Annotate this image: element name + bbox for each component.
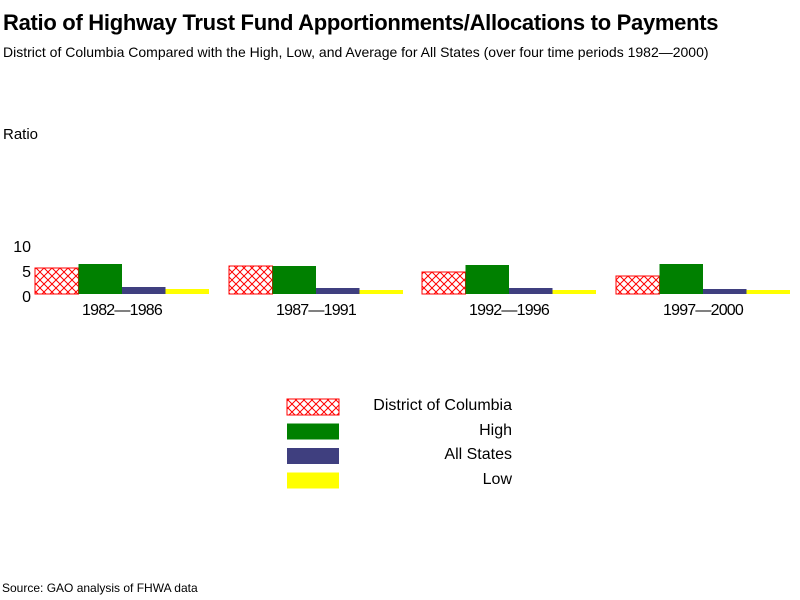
legend-label: District of Columbia [373, 397, 512, 414]
legend-swatch-low [287, 472, 339, 489]
source-note: Source: GAO analysis of FHWA data [2, 581, 198, 595]
y-tick-label: 5 [22, 264, 31, 281]
bar-high [465, 265, 509, 294]
x-tick-label: 1997—2000 [663, 302, 744, 319]
bar-high [78, 264, 122, 294]
bar-district-of-columbia [228, 265, 273, 295]
x-tick-label: 1982—1986 [82, 302, 163, 319]
bar-low [746, 290, 790, 294]
bar-district-of-columbia [421, 271, 466, 295]
legend-swatch-all-states [287, 448, 339, 464]
bar-low [165, 289, 209, 294]
legend-label: All States [444, 446, 512, 463]
bar-high [272, 266, 316, 294]
x-tick-label: 1987—1991 [276, 302, 357, 319]
y-tick-label: 10 [13, 239, 31, 256]
chart-title: Ratio of Highway Trust Fund Apportionmen… [3, 10, 719, 35]
chart-subtitle: District of Columbia Compared with the H… [3, 44, 709, 60]
x-tick-label: 1992—1996 [469, 302, 550, 319]
bar-all-states [316, 288, 360, 294]
legend-label: Low [482, 470, 512, 488]
y-axis-label: Ratio [3, 126, 39, 143]
bar-low [552, 290, 596, 294]
legend-label: High [479, 421, 512, 439]
bar-all-states [122, 287, 166, 294]
bar-district-of-columbia [615, 275, 660, 295]
y-tick-label: 0 [22, 289, 31, 306]
bar-all-states [509, 288, 553, 294]
bar-low [359, 290, 403, 294]
bar-district-of-columbia [34, 267, 79, 295]
bar-high [659, 264, 703, 294]
legend-swatch-high [287, 423, 339, 440]
bar-all-states [703, 289, 747, 294]
legend-swatch-district-of-columbia [286, 398, 340, 416]
